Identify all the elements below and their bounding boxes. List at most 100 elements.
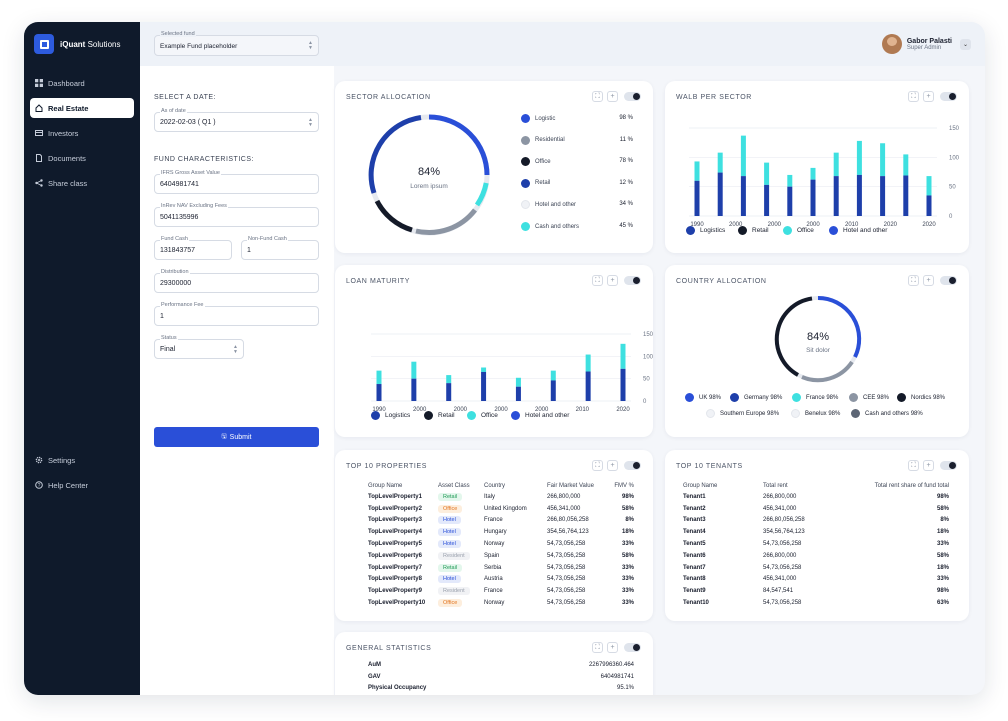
toggle-switch[interactable]: [624, 643, 641, 652]
sidebar-item-documents[interactable]: Documents: [30, 148, 134, 168]
non-fund-cash-field[interactable]: Non-Fund Cash 1: [241, 236, 319, 260]
table-cell: Austria: [484, 576, 503, 583]
bar-office: [481, 367, 487, 372]
table-cell: Tenant7: [683, 564, 706, 571]
plus-icon[interactable]: +: [607, 642, 618, 653]
chevron-down-icon[interactable]: ⌄: [960, 38, 971, 50]
table-row[interactable]: Physical Occupancy 95.1%: [368, 683, 634, 695]
sector-donut: 84% Lorem ipsum: [368, 114, 490, 236]
sidebar-item-investors[interactable]: Investors: [30, 123, 134, 143]
table-row[interactable]: TopLevelProperty5 Hotel Norway 54,73,056,25…: [368, 538, 634, 550]
column-header[interactable]: Total rent share of fund total: [874, 482, 949, 489]
table-cell: TopLevelProperty3: [368, 517, 422, 524]
plus-icon[interactable]: +: [607, 460, 618, 471]
sidebar: iQuant Solutions Dashboard Real Estate I…: [24, 22, 140, 695]
table-row[interactable]: Tenant9 84,547,541 98%: [683, 585, 949, 597]
table-row[interactable]: TopLevelProperty8 Hotel Austria 54,73,056,2…: [368, 574, 634, 586]
table-row[interactable]: TopLevelProperty10 Office Norway 54,73,056,…: [368, 597, 634, 609]
expand-icon[interactable]: ⛶: [908, 460, 919, 471]
legend-value: 45 %: [619, 223, 633, 229]
submit-button[interactable]: 🖫 Submit: [154, 427, 319, 447]
plus-icon[interactable]: +: [923, 460, 934, 471]
table-row[interactable]: Tenant6 266,800,000 58%: [683, 550, 949, 562]
table-row[interactable]: TopLevelProperty2 Office United Kingdom 456…: [368, 503, 634, 515]
table-row[interactable]: TopLevelProperty7 Retail Serbia 54,73,056,2…: [368, 562, 634, 574]
as-of-date-select[interactable]: As of date 2022-02-03 ( Q1 ) ▲ ▼: [154, 108, 319, 132]
bar-office: [620, 343, 626, 369]
toggle-switch[interactable]: [624, 461, 641, 470]
table-row[interactable]: TopLevelProperty1 Retail Italy 266,800,000 9…: [368, 491, 634, 503]
sidebar-item-settings[interactable]: Settings: [30, 450, 134, 470]
table-row[interactable]: Tenant3 266,80,056,258 8%: [683, 515, 949, 527]
column-header[interactable]: Group Name: [683, 482, 718, 489]
legend-label: Cash and others 98%: [865, 410, 923, 417]
table-cell: 63%: [936, 600, 949, 607]
legend-dot: [521, 157, 530, 167]
table-row[interactable]: Tenant5 54,73,056,258 33%: [683, 538, 949, 550]
plus-icon[interactable]: +: [923, 91, 934, 102]
avatar: [881, 34, 902, 54]
table-row[interactable]: GAV 6404981741: [368, 671, 634, 683]
table-row[interactable]: Tenant10 54,73,056,258 63%: [683, 597, 949, 609]
grid-icon: [35, 79, 43, 87]
table-row[interactable]: Tenant7 54,73,056,258 18%: [683, 562, 949, 574]
table-row[interactable]: Tenant1 266,800,000 98%: [683, 491, 949, 503]
legend-label: Hotel and other: [843, 227, 888, 234]
column-header[interactable]: Total rent: [763, 482, 788, 489]
expand-icon[interactable]: ⛶: [592, 275, 603, 286]
legend-item: Retail: [424, 411, 455, 420]
table-row[interactable]: Tenant4 354,56,764,123 18%: [683, 526, 949, 538]
card-tools: ⛶ +: [588, 642, 641, 653]
bar-logistics: [764, 184, 770, 216]
table-row[interactable]: TopLevelProperty4 Hotel Hungary 354,56,764,…: [368, 526, 634, 538]
inrev-nav-field[interactable]: InRev NAV Excluding Fees 5041135996: [154, 203, 319, 227]
y-tick-label: 100: [643, 354, 653, 360]
toggle-switch[interactable]: [624, 276, 641, 285]
legend-item: UK 98%: [685, 393, 721, 402]
table-row[interactable]: TopLevelProperty9 Resident France 54,73,056…: [368, 585, 634, 597]
plus-icon[interactable]: +: [607, 275, 618, 286]
toggle-switch[interactable]: [940, 276, 957, 285]
toggle-switch[interactable]: [624, 92, 641, 101]
fund-cash-field[interactable]: Fund Cash 131843757: [154, 236, 232, 260]
toggle-switch[interactable]: [940, 461, 957, 470]
table-row[interactable]: AuM 2267996360.464: [368, 659, 634, 671]
expand-icon[interactable]: ⛶: [592, 460, 603, 471]
column-header[interactable]: Fair Market Value: [547, 482, 594, 489]
distribution-field[interactable]: Distribution 29300000: [154, 269, 319, 293]
column-header[interactable]: FMV %: [614, 482, 634, 489]
plus-icon[interactable]: +: [607, 91, 618, 102]
status-select[interactable]: Status Final ▲ ▼: [154, 335, 244, 359]
table-cell: Norway: [484, 541, 505, 548]
sidebar-item-real-estate[interactable]: Real Estate: [30, 98, 134, 118]
sidebar-item-help-center[interactable]: ? Help Center: [30, 475, 134, 495]
table-cell: TopLevelProperty1: [368, 493, 422, 500]
expand-icon[interactable]: ⛶: [592, 91, 603, 102]
ifrs-gross-asset-value-field[interactable]: IFRS Gross Asset Value 6404981741: [154, 170, 319, 194]
table-row[interactable]: Tenant8 456,341,000 33%: [683, 574, 949, 586]
donut-segment-cash: [474, 182, 489, 207]
legend-label: Logistics: [385, 412, 411, 419]
column-header[interactable]: Asset Class: [438, 482, 470, 489]
legend-label: Logistics: [700, 227, 726, 234]
sidebar-item-share-class[interactable]: Share class: [30, 173, 134, 193]
fund-select[interactable]: Selected fund Example Fund placeholder ▲…: [154, 31, 319, 56]
plus-icon[interactable]: +: [923, 275, 934, 286]
legend-dot: [511, 411, 520, 420]
bar-logistics: [926, 195, 932, 216]
column-header[interactable]: Country: [484, 482, 506, 489]
table-row[interactable]: TopLevelProperty6 Resident Spain 54,73,056,…: [368, 550, 634, 562]
bar-office: [787, 174, 793, 187]
expand-icon[interactable]: ⛶: [908, 275, 919, 286]
logo[interactable]: iQuant Solutions: [34, 34, 120, 54]
table-row[interactable]: TopLevelProperty3 Hotel France 266,80,056,2…: [368, 515, 634, 527]
sidebar-item-dashboard[interactable]: Dashboard: [30, 73, 134, 93]
toggle-switch[interactable]: [940, 92, 957, 101]
expand-icon[interactable]: ⛶: [592, 642, 603, 653]
expand-icon[interactable]: ⛶: [908, 91, 919, 102]
user-menu[interactable]: Gabor Palasti Super Admin ⌄: [881, 34, 971, 54]
performance-fee-field[interactable]: Performance Fee 1: [154, 302, 319, 326]
table-cell: Resident: [438, 585, 484, 597]
column-header[interactable]: Group Name: [368, 482, 403, 489]
table-row[interactable]: Tenant2 456,341,000 58%: [683, 503, 949, 515]
